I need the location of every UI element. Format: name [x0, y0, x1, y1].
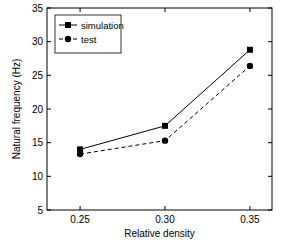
legend-label: test — [81, 34, 97, 45]
y-tick — [47, 210, 51, 211]
y-tick — [47, 142, 51, 143]
plot-frame — [47, 8, 272, 210]
chart-container: 5 10 15 20 25 30 35 0.25 0.30 0.35 Relative densit… — [0, 0, 282, 240]
y-tick-label: 30 — [32, 36, 44, 47]
x-tick-label: 0.35 — [240, 214, 260, 225]
x-tick — [80, 206, 81, 210]
y-tick — [47, 176, 51, 177]
y-tick — [47, 8, 51, 9]
data-point — [247, 47, 253, 53]
y-tick-right — [268, 109, 272, 110]
x-tick-label: 0.25 — [70, 214, 90, 225]
y-tick-label: 5 — [37, 205, 43, 216]
data-point — [77, 151, 83, 157]
y-tick-label: 35 — [32, 3, 44, 14]
series-line — [80, 66, 250, 154]
chart-svg: 5 10 15 20 25 30 35 0.25 0.30 0.35 Relative densit… — [0, 0, 282, 240]
series-line — [80, 50, 250, 150]
y-tick — [47, 109, 51, 110]
legend-label: simulation — [81, 20, 124, 31]
y-tick-right — [268, 41, 272, 42]
legend-marker — [65, 36, 71, 42]
x-tick — [249, 206, 250, 210]
x-tick-top — [80, 8, 81, 12]
x-tick-label: 0.30 — [155, 214, 175, 225]
legend: simulation test — [55, 15, 124, 53]
y-tick-right — [268, 176, 272, 177]
y-tick-right — [268, 75, 272, 76]
data-point — [247, 63, 253, 69]
y-axis-label: Natural frequency (Hz) — [11, 59, 22, 160]
y-tick-right — [268, 210, 272, 211]
y-tick-right — [268, 8, 272, 9]
y-tick-label: 10 — [32, 171, 44, 182]
plot-area — [77, 47, 253, 158]
y-tick-label: 20 — [32, 104, 44, 115]
legend-marker — [65, 22, 71, 28]
x-axis-label: Relative density — [124, 228, 195, 239]
data-point — [162, 123, 168, 129]
y-tick-label: 15 — [32, 137, 44, 148]
y-tick — [47, 41, 51, 42]
y-tick-label: 25 — [32, 70, 44, 81]
x-tick — [165, 206, 166, 210]
data-point — [162, 137, 168, 143]
x-tick-top — [249, 8, 250, 12]
y-tick — [47, 75, 51, 76]
y-tick-right — [268, 142, 272, 143]
x-tick-top — [165, 8, 166, 12]
